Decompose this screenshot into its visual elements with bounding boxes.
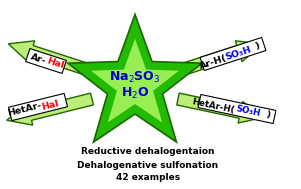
Text: HetAr-Hal: HetAr-Hal xyxy=(11,96,65,118)
Text: HetAr-H(SO₃H): HetAr-H(SO₃H) xyxy=(201,97,273,121)
Text: Reductive dehalogentaion: Reductive dehalogentaion xyxy=(81,146,215,156)
Text: Ar-Hal: Ar-Hal xyxy=(29,52,64,70)
Polygon shape xyxy=(91,39,179,122)
Polygon shape xyxy=(70,17,200,140)
Text: Hal: Hal xyxy=(45,56,65,70)
Text: SO₃H: SO₃H xyxy=(235,104,261,118)
Text: 42 examples: 42 examples xyxy=(116,174,180,183)
Polygon shape xyxy=(7,93,94,125)
Text: Na$_2$SO$_3$: Na$_2$SO$_3$ xyxy=(109,69,161,84)
Polygon shape xyxy=(66,12,204,144)
Text: HetAr-: HetAr- xyxy=(7,100,43,118)
Polygon shape xyxy=(8,41,94,77)
Text: ): ) xyxy=(253,41,261,51)
Text: ): ) xyxy=(265,110,271,120)
Text: Dehalogenative sulfonation: Dehalogenative sulfonation xyxy=(77,160,219,170)
Text: HetAr-H(: HetAr-H( xyxy=(191,97,235,115)
Text: H$_2$O: H$_2$O xyxy=(121,85,149,101)
Text: SO₃H: SO₃H xyxy=(224,45,252,61)
Polygon shape xyxy=(177,93,264,123)
Text: Ar-H(: Ar-H( xyxy=(198,53,228,71)
Text: Ar-: Ar- xyxy=(29,52,47,66)
Polygon shape xyxy=(176,41,262,77)
Text: Hal: Hal xyxy=(40,98,60,112)
Text: Ar-H(SO₃H): Ar-H(SO₃H) xyxy=(203,40,263,67)
